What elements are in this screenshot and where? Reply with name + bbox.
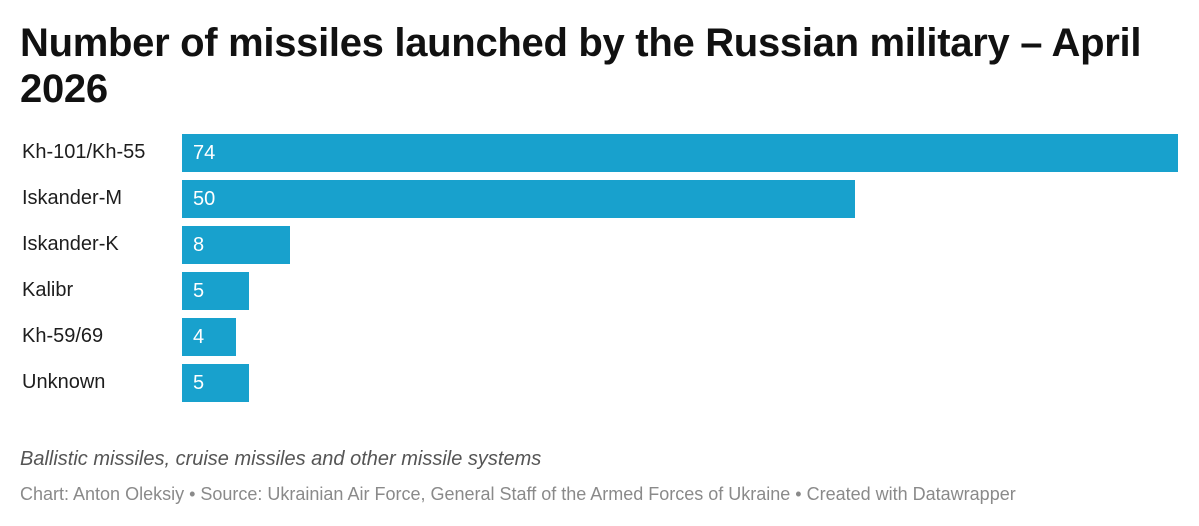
bar [182,134,1178,172]
category-label: Kh-59/69 [22,325,104,347]
bar [182,226,290,264]
bar-row: Kh-59/69 4 [0,316,1199,356]
bar-row: Iskander-K 8 [0,224,1199,264]
chart-footer: Chart: Anton Oleksiy • Source: Ukrainian… [20,484,1016,504]
bar-value-label: 8 [193,234,205,256]
bar [182,318,236,356]
bar-value-label: 50 [193,188,216,210]
bar-value-label: 5 [193,280,205,302]
bar-value-label: 5 [193,372,205,394]
bar-chart: Kh-101/Kh-55 74 Iskander-M 50 Iskander-K 8 Kal… [0,132,1199,412]
bar-row: Unknown 5 [0,362,1199,402]
category-label: Kalibr [22,279,74,301]
bar-row: Kalibr 5 [0,270,1199,310]
bar-value-label: 74 [193,142,216,164]
bar-row: Kh-101/Kh-55 74 [0,132,1199,172]
bar-row: Iskander-M 50 [0,178,1199,218]
chart-notes: Ballistic missiles, cruise missiles and … [20,448,542,470]
category-label: Unknown [22,371,106,393]
category-label: Iskander-M [22,187,123,209]
category-label: Kh-101/Kh-55 [22,141,146,163]
chart-title: Number of missiles launched by the Russi… [20,21,1142,111]
bar [182,272,249,310]
category-label: Iskander-K [22,233,119,255]
bar [182,180,855,218]
bar-value-label: 4 [193,326,205,348]
bar [182,364,249,402]
